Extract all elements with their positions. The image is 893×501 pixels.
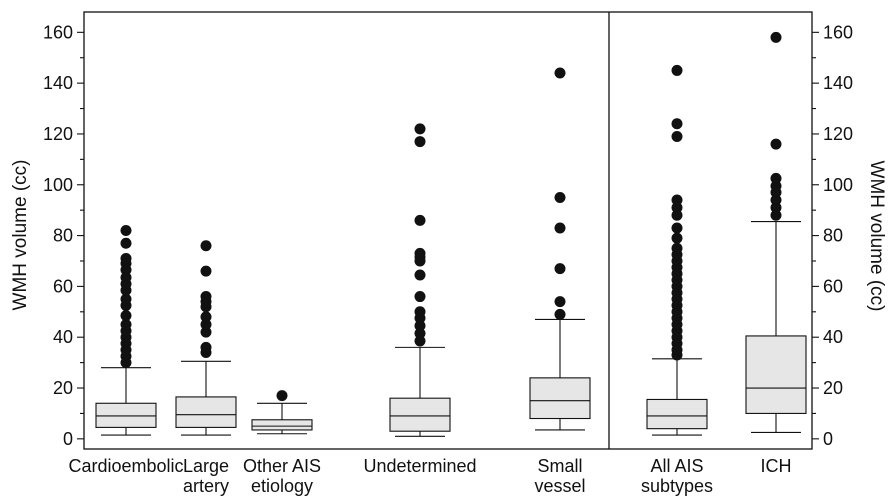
outlier-point <box>120 225 132 236</box>
y-tick-label-left: 20 <box>53 378 73 398</box>
outlier-point <box>770 202 782 214</box>
y-axis-title-right: WMH volume (cc) <box>866 161 887 312</box>
outlier-point <box>770 138 782 150</box>
outlier-point <box>200 240 212 252</box>
outlier-point <box>414 247 426 259</box>
x-category-label: subtypes <box>641 476 713 496</box>
y-tick-label-right: 100 <box>823 175 853 195</box>
x-category-label: artery <box>183 476 229 496</box>
outlier-point <box>671 232 683 244</box>
y-tick-label-left: 120 <box>43 124 73 144</box>
outlier-point <box>671 130 683 142</box>
y-tick-label-right: 0 <box>823 429 833 449</box>
outlier-point <box>200 311 212 323</box>
outlier-point <box>671 242 683 254</box>
outlier-point <box>200 265 212 277</box>
x-category-label: Large <box>183 456 229 476</box>
box-plot-group <box>745 31 807 434</box>
y-tick-label-right: 120 <box>823 124 853 144</box>
iqr-box <box>745 335 807 414</box>
x-category-label: Undetermined <box>363 456 476 476</box>
outlier-point <box>770 31 782 43</box>
box-plots <box>95 31 807 437</box>
outlier-point <box>671 222 683 234</box>
y-tick-label-right: 80 <box>823 226 843 246</box>
x-category-label: Other AIS <box>243 456 321 476</box>
y-tick-label-right: 20 <box>823 378 843 398</box>
outlier-point <box>120 237 132 249</box>
x-category-label: etiology <box>251 476 313 496</box>
outlier-point <box>414 123 426 135</box>
box-plot-group <box>95 225 157 436</box>
outlier-point <box>414 320 426 332</box>
y-tick-label-right: 60 <box>823 276 843 296</box>
box-plot-group <box>251 390 313 435</box>
box-plot-group <box>529 67 591 431</box>
x-category-label: Cardioembolic <box>68 456 183 476</box>
y-tick-label-left: 0 <box>63 429 73 449</box>
x-category-label: vessel <box>534 476 585 496</box>
y-tick-label-left: 140 <box>43 73 73 93</box>
iqr-box <box>646 398 708 430</box>
outlier-point <box>671 194 683 206</box>
x-category-label: ICH <box>761 456 792 476</box>
outlier-point <box>554 308 566 320</box>
iqr-box <box>529 377 591 420</box>
outlier-point <box>554 296 566 308</box>
outlier-point <box>414 327 426 339</box>
outlier-point <box>120 319 132 331</box>
outlier-point <box>554 191 566 203</box>
outlier-point <box>200 319 212 331</box>
outlier-point <box>200 341 212 353</box>
outlier-point <box>554 222 566 234</box>
x-category-label: Small <box>537 456 582 476</box>
y-axis-title-left: WMH volume (cc) <box>10 160 31 311</box>
y-axis-right: 0 20 40 60 80 100 120 140 160 <box>812 22 853 449</box>
y-tick-label-left: 100 <box>43 175 73 195</box>
box-plot-group <box>646 64 708 436</box>
y-tick-label-right: 40 <box>823 327 843 347</box>
outlier-point <box>414 136 426 148</box>
y-tick-label-left: 80 <box>53 226 73 246</box>
outlier-point <box>120 252 132 264</box>
outlier-point <box>554 67 566 79</box>
outlier-point <box>120 272 132 284</box>
outlier-point <box>671 118 683 130</box>
outlier-point <box>770 209 782 221</box>
outlier-point <box>276 390 288 402</box>
outlier-point <box>414 291 426 303</box>
x-category-label: All AIS <box>650 456 703 476</box>
outlier-point <box>200 291 212 303</box>
outlier-point <box>554 263 566 275</box>
plot-border <box>83 11 813 450</box>
outlier-point <box>671 202 683 214</box>
outlier-point <box>414 269 426 281</box>
y-tick-label-left: 40 <box>53 327 73 347</box>
iqr-box <box>95 402 157 428</box>
y-tick-label-left: 60 <box>53 276 73 296</box>
outlier-point <box>671 64 683 76</box>
y-axis-left: 0 20 40 60 80 100 120 140 160 <box>43 22 84 449</box>
outlier-point <box>414 306 426 318</box>
outlier-point <box>770 172 782 184</box>
iqr-box <box>175 396 237 428</box>
outlier-point <box>770 180 782 192</box>
outlier-point <box>671 209 683 221</box>
y-tick-label-left: 160 <box>43 22 73 42</box>
plot-frame <box>83 11 813 450</box>
outlier-point <box>120 310 132 322</box>
y-tick-label-right: 140 <box>823 73 853 93</box>
box-plot-group <box>175 240 237 436</box>
iqr-box <box>251 419 313 431</box>
iqr-box <box>389 397 451 432</box>
outlier-point <box>414 335 426 347</box>
outlier-point <box>120 293 132 305</box>
y-tick-label-right: 160 <box>823 22 853 42</box>
box-plot-group <box>389 123 451 437</box>
outlier-point <box>200 326 212 338</box>
outlier-point <box>770 194 782 206</box>
outlier-point <box>414 214 426 226</box>
